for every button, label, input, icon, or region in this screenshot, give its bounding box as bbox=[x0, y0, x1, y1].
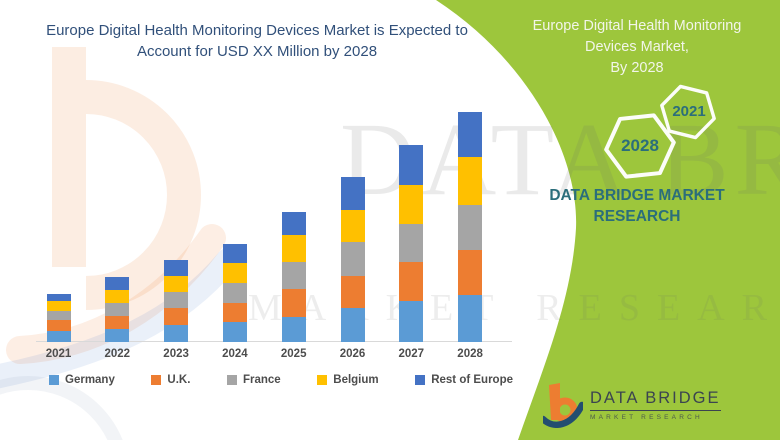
bar-segment-france-2027 bbox=[399, 223, 424, 262]
bar-segment-belgium-2021 bbox=[46, 301, 71, 311]
bar-segment-france-2022 bbox=[105, 303, 130, 316]
legend-label: U.K. bbox=[167, 374, 191, 386]
bar-2023 bbox=[164, 259, 189, 342]
x-axis-line bbox=[36, 341, 512, 342]
bar-segment-rest-of-europe-2023 bbox=[164, 259, 189, 276]
bar-segment-rest-of-europe-2021 bbox=[46, 294, 71, 302]
x-axis-label-2022: 2022 bbox=[104, 348, 131, 360]
chart-title-line1: Europe Digital Health Monitoring Devices… bbox=[46, 22, 468, 39]
bar-segment-u-k--2026 bbox=[340, 276, 365, 308]
bar-segment-france-2023 bbox=[164, 292, 189, 308]
bar-segment-germany-2027 bbox=[399, 301, 424, 342]
logo-name: DATA BRIDGE bbox=[590, 389, 721, 411]
data-bridge-logo: DATA BRIDGE MARKET RESEARCH bbox=[543, 382, 721, 428]
bar-segment-germany-2022 bbox=[105, 329, 130, 342]
legend-item-u-k-: U.K. bbox=[151, 374, 190, 386]
legend-swatch-icon bbox=[49, 375, 59, 385]
logo-bowl bbox=[552, 397, 578, 423]
bar-segment-u-k--2022 bbox=[105, 316, 130, 329]
logo-text-block: DATA BRIDGE MARKET RESEARCH bbox=[590, 389, 721, 421]
bar-2022 bbox=[105, 277, 130, 342]
x-axis-label-2026: 2026 bbox=[339, 348, 366, 360]
bar-segment-rest-of-europe-2026 bbox=[340, 177, 365, 210]
logo-swoosh bbox=[543, 401, 583, 428]
legend-label: Germany bbox=[65, 374, 115, 386]
bar-segment-germany-2028 bbox=[458, 294, 483, 342]
bar-segment-france-2028 bbox=[458, 204, 483, 251]
legend-swatch-icon bbox=[151, 375, 162, 385]
bar-segment-france-2024 bbox=[222, 282, 247, 303]
bar-segment-france-2021 bbox=[46, 310, 71, 320]
bar-segment-belgium-2025 bbox=[281, 235, 306, 263]
legend-item-belgium: Belgium bbox=[317, 374, 379, 386]
chart-legend: Germany U.K. France Belgium Rest of Europe bbox=[49, 374, 513, 386]
bar-segment-germany-2021 bbox=[46, 331, 71, 342]
legend-swatch-icon bbox=[317, 375, 328, 385]
legend-item-germany: Germany bbox=[49, 374, 115, 386]
legend-item-france: France bbox=[226, 374, 281, 386]
x-axis-label-2028: 2028 bbox=[457, 348, 483, 360]
bar-segment-rest-of-europe-2027 bbox=[399, 145, 424, 185]
chart-title: Europe Digital Health Monitoring Devices… bbox=[28, 20, 486, 62]
bar-segment-rest-of-europe-2024 bbox=[222, 243, 247, 264]
legend-label: Belgium bbox=[333, 374, 379, 386]
bar-segment-u-k--2027 bbox=[399, 262, 424, 302]
bar-segment-germany-2026 bbox=[340, 307, 365, 342]
bar-segment-france-2025 bbox=[281, 262, 306, 289]
bar-segment-belgium-2027 bbox=[399, 184, 424, 224]
x-axis-label-2021: 2021 bbox=[45, 348, 72, 360]
bar-2021 bbox=[46, 294, 71, 342]
bar-segment-rest-of-europe-2028 bbox=[458, 112, 483, 158]
logo-tagline: MARKET RESEARCH bbox=[590, 414, 703, 421]
legend-label: France bbox=[242, 374, 281, 386]
legend-label: Rest of Europe bbox=[431, 374, 513, 386]
bar-2028 bbox=[458, 112, 483, 342]
data-bridge-logo-mark bbox=[543, 383, 583, 428]
bar-segment-belgium-2026 bbox=[340, 209, 365, 242]
x-axis-label-2024: 2024 bbox=[222, 348, 248, 360]
bar-segment-belgium-2022 bbox=[105, 290, 130, 303]
bar-2026 bbox=[340, 177, 365, 342]
bar-segment-u-k--2028 bbox=[458, 250, 483, 295]
x-axis-label-2025: 2025 bbox=[280, 348, 307, 360]
bar-segment-belgium-2023 bbox=[164, 275, 189, 293]
legend-item-rest-of-europe: Rest of Europe bbox=[415, 374, 513, 386]
x-axis-label-2027: 2027 bbox=[398, 348, 425, 360]
bar-segment-germany-2025 bbox=[281, 317, 306, 342]
bar-segment-u-k--2025 bbox=[281, 288, 306, 317]
bar-segment-germany-2024 bbox=[222, 322, 247, 342]
legend-swatch-icon bbox=[415, 375, 426, 385]
bar-segment-belgium-2024 bbox=[222, 263, 247, 283]
x-axis-label-2023: 2023 bbox=[163, 348, 189, 360]
bar-segment-u-k--2023 bbox=[164, 307, 189, 326]
bar-2024 bbox=[222, 243, 247, 342]
bar-2027 bbox=[399, 145, 424, 342]
legend-swatch-icon bbox=[226, 375, 237, 385]
bar-2025 bbox=[281, 212, 306, 342]
bar-segment-germany-2023 bbox=[164, 325, 189, 342]
bar-segment-u-k--2024 bbox=[222, 302, 247, 323]
bar-segment-rest-of-europe-2022 bbox=[105, 277, 130, 290]
chart-title-line2: Account for USD XX Million by 2028 bbox=[136, 43, 378, 60]
bar-segment-rest-of-europe-2025 bbox=[281, 212, 306, 236]
bar-segment-france-2026 bbox=[340, 242, 365, 277]
bar-segment-belgium-2028 bbox=[458, 157, 483, 205]
bar-segment-u-k--2021 bbox=[46, 319, 71, 332]
